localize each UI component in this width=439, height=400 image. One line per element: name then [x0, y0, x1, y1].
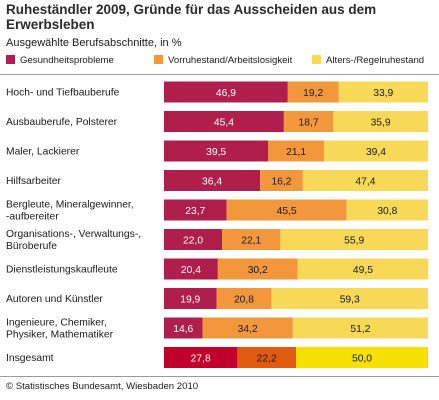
data-label-alter: 49,5	[353, 265, 373, 276]
category-label: Hilfsarbeiter	[6, 176, 62, 187]
legend-item-alter: Alters-/Regelruhestand	[312, 55, 424, 66]
data-label-gesundheit: 14,6	[173, 324, 193, 335]
bar-segment-alter	[338, 81, 428, 103]
bar-segment-alter	[323, 140, 428, 162]
data-label-gesundheit: 27,8	[191, 354, 211, 365]
bar-segment-gesundheit	[164, 229, 223, 250]
data-label-alter: 55,9	[344, 236, 364, 247]
top-divider	[0, 74, 439, 75]
data-label-gesundheit: 39,5	[206, 147, 226, 158]
data-label-vorruhestand: 45,5	[277, 206, 297, 217]
bar-segment-alter	[302, 170, 428, 191]
data-label-gesundheit: 46,9	[216, 88, 236, 99]
data-label-vorruhestand: 20,8	[234, 295, 254, 306]
bar-segment-gesundheit	[164, 81, 288, 103]
data-label-gesundheit: 20,4	[181, 265, 201, 276]
data-label-vorruhestand: 30,2	[248, 265, 268, 276]
data-label-alter: 35,9	[371, 118, 391, 129]
legend-swatch-gesundheit	[6, 55, 15, 64]
bar-segment-gesundheit	[164, 347, 238, 368]
category-label: Dienstleistungskaufleute	[6, 265, 118, 276]
bar-segment-vorruhestand	[237, 347, 296, 368]
legend-item-vorruhestand: Vorruhestand/Arbeitslosigkeit	[154, 55, 292, 66]
bar-segment-alter	[346, 199, 428, 221]
source-footer: © Statistisches Bundesamt, Wiesbaden 201…	[6, 381, 199, 392]
category-label: Ingenieure, Chemiker, Physiker, Mathemati…	[6, 318, 114, 341]
category-label: Maler, Lackierer	[6, 147, 80, 158]
legend-label-gesundheit: Gesundheitsprobleme	[20, 55, 114, 66]
data-label-vorruhestand: 22,2	[257, 354, 277, 365]
category-label: Bergleute, Mineralgewinner, -aufbereiter	[6, 200, 134, 223]
category-label: Organisations-, Verwaltungs-, Büroberufe	[6, 229, 141, 252]
legend-swatch-alter	[312, 55, 321, 64]
bar-segment-alter	[296, 347, 428, 368]
bar-segment-gesundheit	[164, 199, 227, 221]
bar-segment-gesundheit	[164, 288, 217, 309]
legend: Gesundheitsprobleme Vorruhestand/Arbeits…	[0, 55, 439, 69]
data-label-vorruhestand: 22,1	[241, 236, 261, 247]
data-label-vorruhestand: 19,2	[303, 88, 323, 99]
category-label: Ausbauberufe, Polsterer	[6, 117, 118, 128]
bar-segment-gesundheit	[164, 111, 284, 132]
bar-segment-vorruhestand	[222, 229, 281, 250]
chart-subtitle: Ausgewählte Berufsabschnitte, in %	[6, 37, 182, 49]
bar-segment-gesundheit	[164, 258, 218, 280]
chart-title: Ruheständler 2009, Gründe für das Aussch…	[6, 2, 377, 32]
stacked-bar-chart: Hoch- und Tiefbauberufe 46,9 19,2 33,9 Ausba…	[6, 81, 429, 368]
data-label-vorruhestand: 21,1	[286, 147, 306, 158]
bar-segment-vorruhestand	[287, 81, 339, 103]
category-label: Autoren und Künstler	[6, 294, 103, 305]
data-label-vorruhestand: 18,7	[299, 118, 319, 129]
data-label-gesundheit: 19,9	[180, 295, 200, 306]
data-label-alter: 50,0	[352, 354, 372, 365]
bar-segment-alter	[333, 111, 428, 132]
data-label-alter: 59,3	[340, 295, 360, 306]
data-label-vorruhestand: 16,2	[271, 177, 291, 188]
data-label-alter: 30,8	[377, 206, 397, 217]
bar-segment-vorruhestand	[202, 317, 293, 339]
data-label-vorruhestand: 34,2	[238, 324, 258, 335]
data-label-alter: 33,9	[373, 88, 393, 99]
data-label-gesundheit: 36,4	[202, 177, 222, 188]
legend-item-gesundheit: Gesundheitsprobleme	[6, 55, 114, 66]
legend-label-vorruhestand: Vorruhestand/Arbeitslosigkeit	[168, 55, 293, 66]
bar-segment-alter	[271, 288, 428, 309]
data-label-alter: 47,4	[355, 177, 375, 188]
data-label-gesundheit: 45,4	[214, 118, 234, 129]
bar-segment-gesundheit	[164, 170, 261, 191]
legend-swatch-vorruhestand	[154, 55, 163, 64]
bar-segment-gesundheit	[164, 317, 203, 339]
bar-segment-vorruhestand	[283, 111, 334, 132]
bottom-divider	[0, 376, 439, 377]
data-label-alter: 51,2	[350, 324, 370, 335]
bar-segment-vorruhestand	[260, 170, 303, 191]
bar-segment-gesundheit	[164, 140, 269, 162]
bar-segment-alter	[292, 317, 428, 339]
bar-segment-alter	[297, 258, 429, 280]
bar-segment-vorruhestand	[216, 288, 272, 309]
legend-label-alter: Alters-/Regelruhestand	[326, 55, 425, 66]
category-label: Insgesamt	[6, 353, 54, 364]
bar-segment-vorruhestand	[226, 199, 347, 221]
data-label-gesundheit: 22,0	[183, 236, 203, 247]
bar-segment-vorruhestand	[217, 258, 298, 280]
bar-segment-alter	[280, 229, 428, 250]
bar-segment-vorruhestand	[268, 140, 324, 162]
data-label-alter: 39,4	[366, 147, 386, 158]
data-label-gesundheit: 23,7	[185, 206, 205, 217]
category-label: Hoch- und Tiefbauberufe	[6, 88, 120, 99]
